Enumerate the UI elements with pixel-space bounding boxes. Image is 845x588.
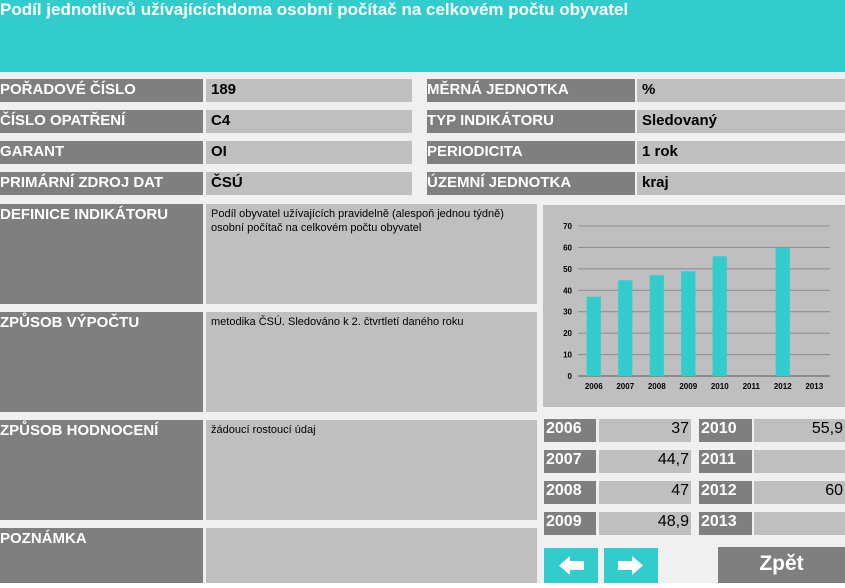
value-primarni-zdroj: ČSÚ [206, 172, 412, 195]
chart-bar [712, 256, 727, 376]
x-tick-label: 2007 [616, 382, 634, 391]
label-zpusob-hodnoceni: ZPŮSOB HODNOCENÍ [0, 420, 203, 520]
label-garant: GARANT [0, 141, 203, 164]
value-typ-indikatoru: Sledovaný [637, 110, 845, 133]
label-cislo-opatreni: ČÍSLO OPATŘENÍ [0, 110, 203, 133]
year-label: 2007 [544, 450, 596, 473]
chart-bar [681, 271, 696, 376]
label-uzemni-jednotka: ÚZEMNÍ JEDNOTKA [427, 172, 635, 195]
value-zpusob-hodnoceni: žádoucí rostoucí údaj [206, 420, 537, 520]
chart-bar [775, 247, 790, 376]
y-tick-label: 30 [563, 308, 572, 317]
year-value: 37 [599, 419, 691, 442]
back-button[interactable]: Zpět [718, 547, 845, 583]
value-poradove-cislo: 189 [206, 79, 412, 102]
y-tick-label: 10 [563, 351, 572, 360]
value-uzemni-jednotka: kraj [637, 172, 845, 195]
y-tick-label: 20 [563, 329, 572, 338]
chart-bar [649, 275, 664, 376]
chart-bar [618, 280, 633, 376]
year-value [754, 450, 845, 473]
y-tick-label: 0 [568, 372, 573, 381]
x-tick-label: 2012 [774, 382, 792, 391]
year-label: 2012 [699, 481, 752, 504]
y-tick-label: 60 [563, 243, 572, 252]
label-poznamka: POZNÁMKA [0, 528, 203, 583]
y-tick-label: 70 [563, 222, 572, 231]
label-poradove-cislo: POŘADOVÉ ČÍSLO [0, 79, 203, 102]
value-cislo-opatreni: C4 [206, 110, 412, 133]
year-value: 44,7 [599, 450, 691, 473]
label-definice: DEFINICE INDIKÁTORU [0, 204, 203, 304]
x-tick-label: 2010 [711, 382, 729, 391]
x-tick-label: 2011 [743, 382, 761, 391]
value-periodicita: 1 rok [637, 141, 845, 164]
value-definice: Podíl obyvatel užívajících pravidelně (a… [206, 204, 537, 304]
label-zpusob-vypoctu: ZPŮSOB VÝPOČTU [0, 312, 203, 412]
x-tick-label: 2008 [648, 382, 666, 391]
x-tick-label: 2006 [585, 382, 603, 391]
page-title: Podíl jednotlivců užívajícíchdoma osobní… [0, 0, 629, 19]
year-label: 2006 [544, 419, 596, 442]
year-value [754, 512, 845, 535]
year-label: 2011 [699, 450, 752, 473]
label-merna-jednotka: MĚRNÁ JEDNOTKA [427, 79, 635, 102]
year-value: 47 [599, 481, 691, 504]
value-garant: OI [206, 141, 412, 164]
year-value: 48,9 [599, 512, 691, 535]
label-typ-indikatoru: TYP INDIKÁTORU [427, 110, 635, 133]
year-label: 2009 [544, 512, 596, 535]
header-bar: Podíl jednotlivců užívajícíchdoma osobní… [0, 0, 845, 72]
year-value: 55,9 [754, 419, 845, 442]
y-tick-label: 40 [563, 286, 572, 295]
arrow-right-icon [618, 556, 643, 575]
x-tick-label: 2013 [805, 382, 823, 391]
prev-button[interactable] [544, 548, 598, 583]
label-periodicita: PERIODICITA [427, 141, 635, 164]
bar-chart: 0 10 20 30 40 50 60 70 2006 2007 2008 2009 2010 2011 2… [563, 222, 830, 391]
next-button[interactable] [604, 548, 658, 583]
chart-panel: 0 10 20 30 40 50 60 70 2006 2007 2008 2009 2010 2011 2… [543, 205, 845, 407]
year-value: 60 [754, 481, 845, 504]
y-tick-label: 50 [563, 265, 572, 274]
label-primarni-zdroj: PRIMÁRNÍ ZDROJ DAT [0, 172, 203, 195]
value-zpusob-vypoctu: metodika ČSÚ. Sledováno k 2. čtvrtletí d… [206, 312, 537, 412]
year-label: 2013 [699, 512, 752, 535]
year-label: 2010 [699, 419, 752, 442]
year-label: 2008 [544, 481, 596, 504]
arrow-left-icon [559, 556, 584, 575]
chart-bar [586, 296, 601, 376]
value-merna-jednotka: % [637, 79, 845, 102]
x-tick-label: 2009 [679, 382, 697, 391]
value-poznamka [206, 528, 537, 583]
